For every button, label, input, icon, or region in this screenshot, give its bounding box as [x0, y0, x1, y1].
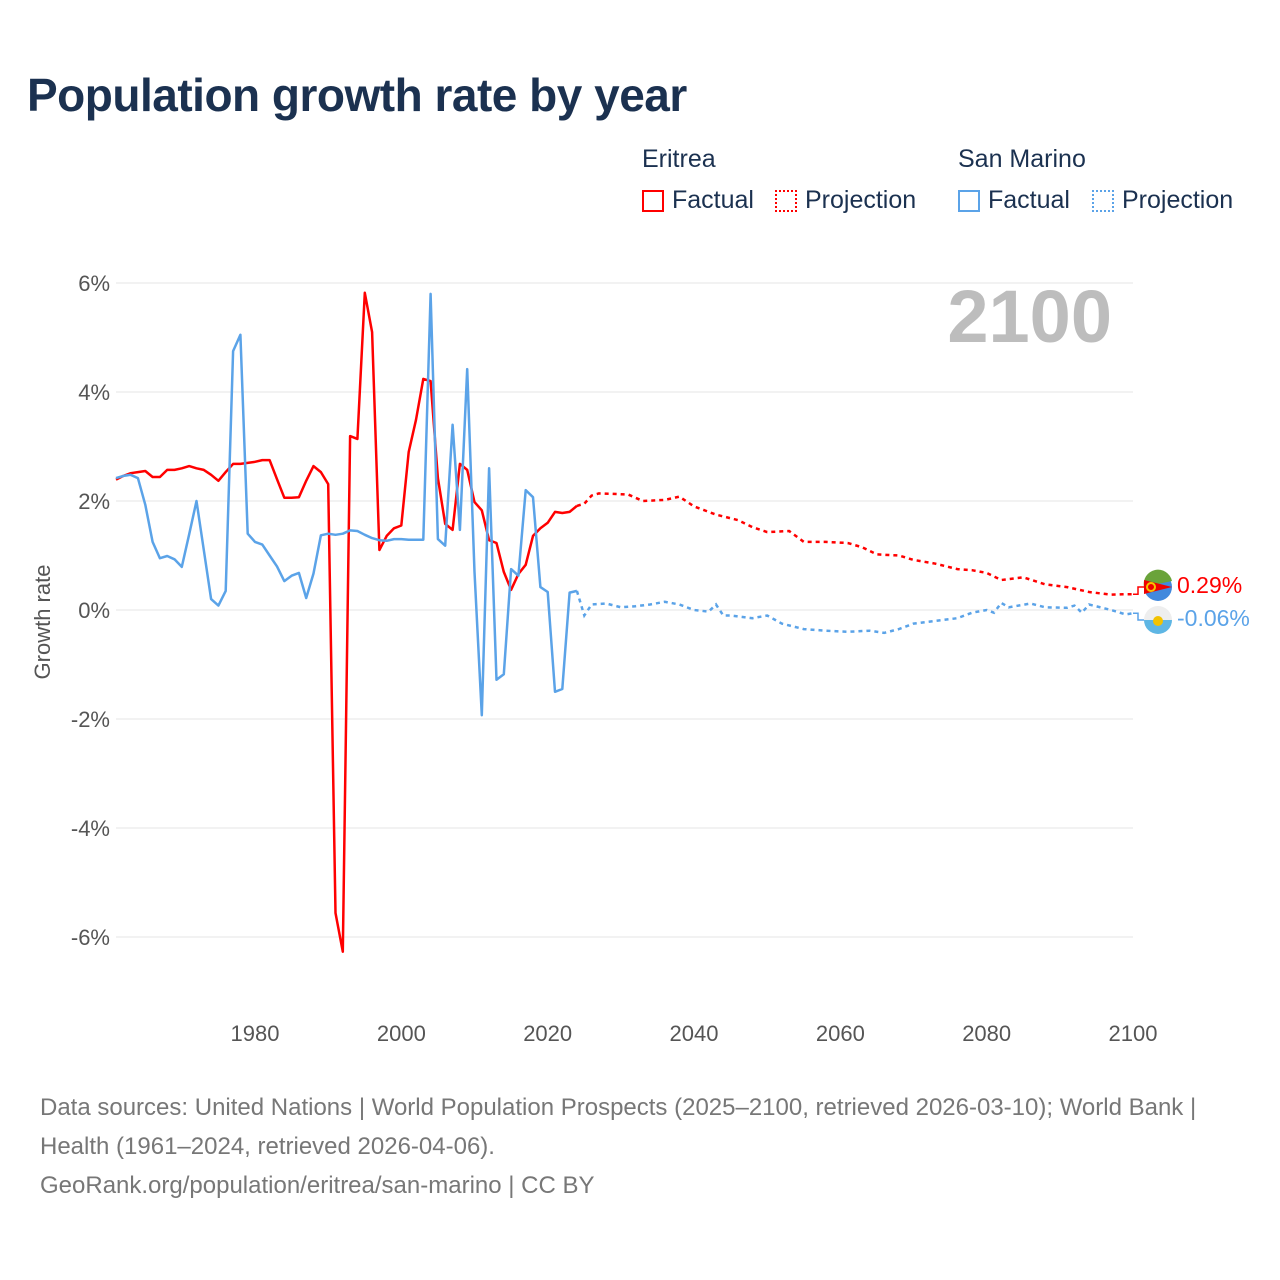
eritrea-flag-icon — [1143, 569, 1172, 601]
data-sources: Data sources: United Nations | World Pop… — [40, 1088, 1240, 1205]
legend-label: Factual — [988, 186, 1070, 214]
x-tick-label: 2080 — [962, 1021, 1011, 1046]
san-marino-factual-line — [115, 292, 578, 717]
legend-eritrea-factual[interactable]: Factual — [642, 186, 754, 215]
x-tick-label: 2040 — [670, 1021, 719, 1046]
y-tick-label: -6% — [71, 925, 110, 950]
san-marino-end-connector — [1133, 612, 1144, 621]
legend-swatch — [958, 189, 980, 212]
y-tick-label: -4% — [71, 816, 110, 841]
legend-label: Projection — [805, 186, 917, 214]
sources-link[interactable]: GeoRank.org/population/eritrea/san-marin… — [40, 1172, 595, 1199]
x-tick-label: 2000 — [377, 1021, 426, 1046]
legend-group-eritrea: Eritrea — [642, 145, 716, 173]
y-axis-label: Growth rate — [30, 565, 55, 680]
x-tick-label: 2020 — [523, 1021, 572, 1046]
chart-title: Population growth rate by year — [27, 69, 687, 121]
year-label: 2100 — [947, 275, 1112, 358]
y-tick-label: -2% — [71, 707, 110, 732]
y-tick-label: 6% — [78, 271, 110, 296]
legend-eritrea-projection[interactable]: Projection — [775, 186, 916, 215]
legend-san-marino-projection[interactable]: Projection — [1092, 186, 1233, 215]
legend-swatch — [642, 189, 664, 212]
x-tick-label: 2060 — [816, 1021, 865, 1046]
san-marino-flag-icon — [1144, 606, 1172, 634]
legend-san-marino-factual[interactable]: Factual — [958, 186, 1070, 215]
eritrea-projection-line — [576, 492, 1133, 596]
legend-group-san-marino: San Marino — [958, 145, 1086, 173]
sources-text: Data sources: United Nations | World Pop… — [40, 1094, 1197, 1160]
x-tick-label: 1980 — [231, 1021, 280, 1046]
san-marino-end-label: -0.06% — [1177, 605, 1250, 631]
san-marino-projection-line — [575, 590, 1134, 635]
x-tick-label: 2100 — [1109, 1021, 1158, 1046]
eritrea-end-label: 0.29% — [1177, 572, 1242, 598]
legend-label: Factual — [672, 186, 754, 214]
y-tick-label: 4% — [78, 380, 110, 405]
y-tick-label: 0% — [78, 598, 110, 623]
legend-swatch — [775, 189, 797, 212]
legend-swatch — [1092, 189, 1114, 212]
eritrea-factual-line — [115, 291, 578, 953]
eritrea-end-connector — [1133, 586, 1144, 595]
y-tick-label: 2% — [78, 489, 110, 514]
legend-label: Projection — [1122, 186, 1234, 214]
